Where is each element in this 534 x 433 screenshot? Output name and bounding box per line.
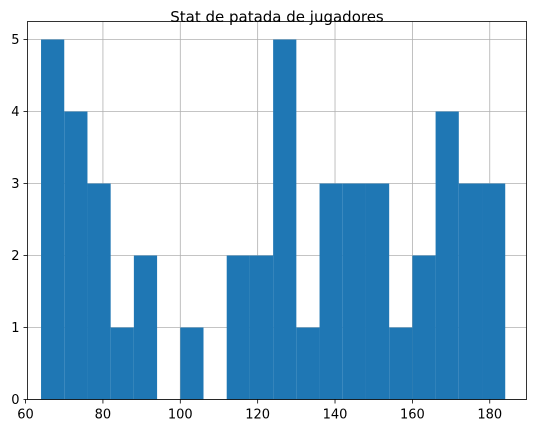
x-tick-label: 140 xyxy=(323,408,348,423)
histogram-bar xyxy=(110,327,134,400)
y-tick-label: 5 xyxy=(11,33,19,48)
histogram-bar xyxy=(435,111,459,400)
x-tick-label: 80 xyxy=(95,408,112,423)
histogram-bar xyxy=(412,255,436,400)
x-tick-label: 120 xyxy=(245,408,270,423)
y-tick-label: 2 xyxy=(11,249,19,264)
histogram-bar xyxy=(41,39,65,400)
plot-frame xyxy=(27,21,527,400)
histogram-bar xyxy=(319,183,343,400)
histogram-bar xyxy=(180,327,204,400)
x-tick-label: 180 xyxy=(477,408,502,423)
histogram-bar xyxy=(482,183,506,400)
axes: 60 80 100 120 140 160 180 0 1 2 3 4 5 xyxy=(11,33,502,423)
histogram-bar xyxy=(133,255,158,400)
y-tick-label: 1 xyxy=(11,321,19,336)
histogram-bar xyxy=(389,327,413,400)
histogram-bar xyxy=(226,255,250,400)
y-tick-label: 0 xyxy=(11,393,19,408)
histogram-bar xyxy=(458,183,483,400)
histogram-bar xyxy=(64,111,88,400)
histogram-bar xyxy=(296,327,320,400)
histogram-bar xyxy=(249,255,274,400)
histogram-bar xyxy=(273,39,297,400)
histogram-bar xyxy=(342,183,366,400)
y-tick-label: 3 xyxy=(11,177,19,192)
x-tick-label: 160 xyxy=(400,408,425,423)
y-tick-label: 4 xyxy=(11,105,19,120)
histogram-bar xyxy=(87,183,111,400)
histogram-bars xyxy=(41,39,506,400)
chart-title: Stat de patada de jugadores xyxy=(170,8,384,26)
x-tick-label: 60 xyxy=(17,408,34,423)
x-tick-label: 100 xyxy=(168,408,193,423)
histogram-bar xyxy=(365,183,390,400)
